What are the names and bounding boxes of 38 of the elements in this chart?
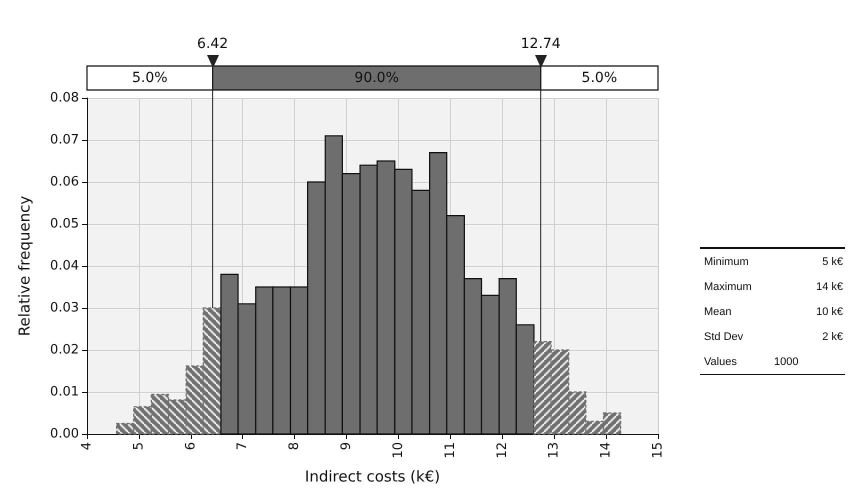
- text: Maximum: [704, 280, 753, 292]
- x-tick-label: 10: [390, 442, 406, 459]
- y-tick-label: 0.08: [50, 90, 79, 106]
- ref-line-label: 12.74: [520, 36, 561, 52]
- y-tick-label: 0.05: [50, 216, 79, 232]
- text: 2 k€: [821, 330, 843, 342]
- x-tick-label: 13: [546, 442, 562, 459]
- y-axis-title: Relative frequency: [16, 196, 34, 336]
- x-tick-label: 14: [598, 442, 614, 459]
- text: 90.0%: [354, 70, 399, 86]
- text: 5.0%: [582, 70, 618, 86]
- text: 5 k€: [821, 256, 843, 268]
- x-tick-label: 15: [650, 442, 666, 459]
- text: 10 k€: [815, 306, 843, 318]
- x-tick-label: 4: [80, 442, 94, 450]
- y-tick-label: 0.02: [50, 342, 79, 358]
- x-tick-label: 7: [235, 442, 250, 450]
- y-tick-label: 0.04: [50, 258, 79, 274]
- x-tick-label: 6: [183, 442, 198, 450]
- text: Values: [704, 356, 738, 368]
- x-tick-label: 5: [131, 442, 146, 450]
- y-tick-label: 0.07: [50, 132, 79, 148]
- y-tick-label: 0.03: [50, 300, 79, 316]
- text: 1000: [774, 356, 800, 368]
- x-tick-label: 9: [339, 442, 354, 450]
- text: Minimum: [704, 256, 750, 268]
- y-tick-label: 0.00: [50, 426, 79, 442]
- x-tick-label: 11: [442, 442, 458, 459]
- ref-line-label: 6.42: [197, 36, 228, 52]
- x-tick-label: 8: [287, 442, 302, 450]
- y-tick-label: 0.01: [50, 384, 79, 400]
- text: 14 k€: [815, 280, 843, 292]
- text: 5.0%: [132, 70, 168, 86]
- text: Mean: [704, 306, 733, 318]
- text: Std Dev: [704, 330, 744, 342]
- x-tick-label: 12: [494, 442, 510, 459]
- y-tick-label: 0.06: [50, 174, 79, 190]
- x-axis-title: Indirect costs (k€): [304, 468, 440, 486]
